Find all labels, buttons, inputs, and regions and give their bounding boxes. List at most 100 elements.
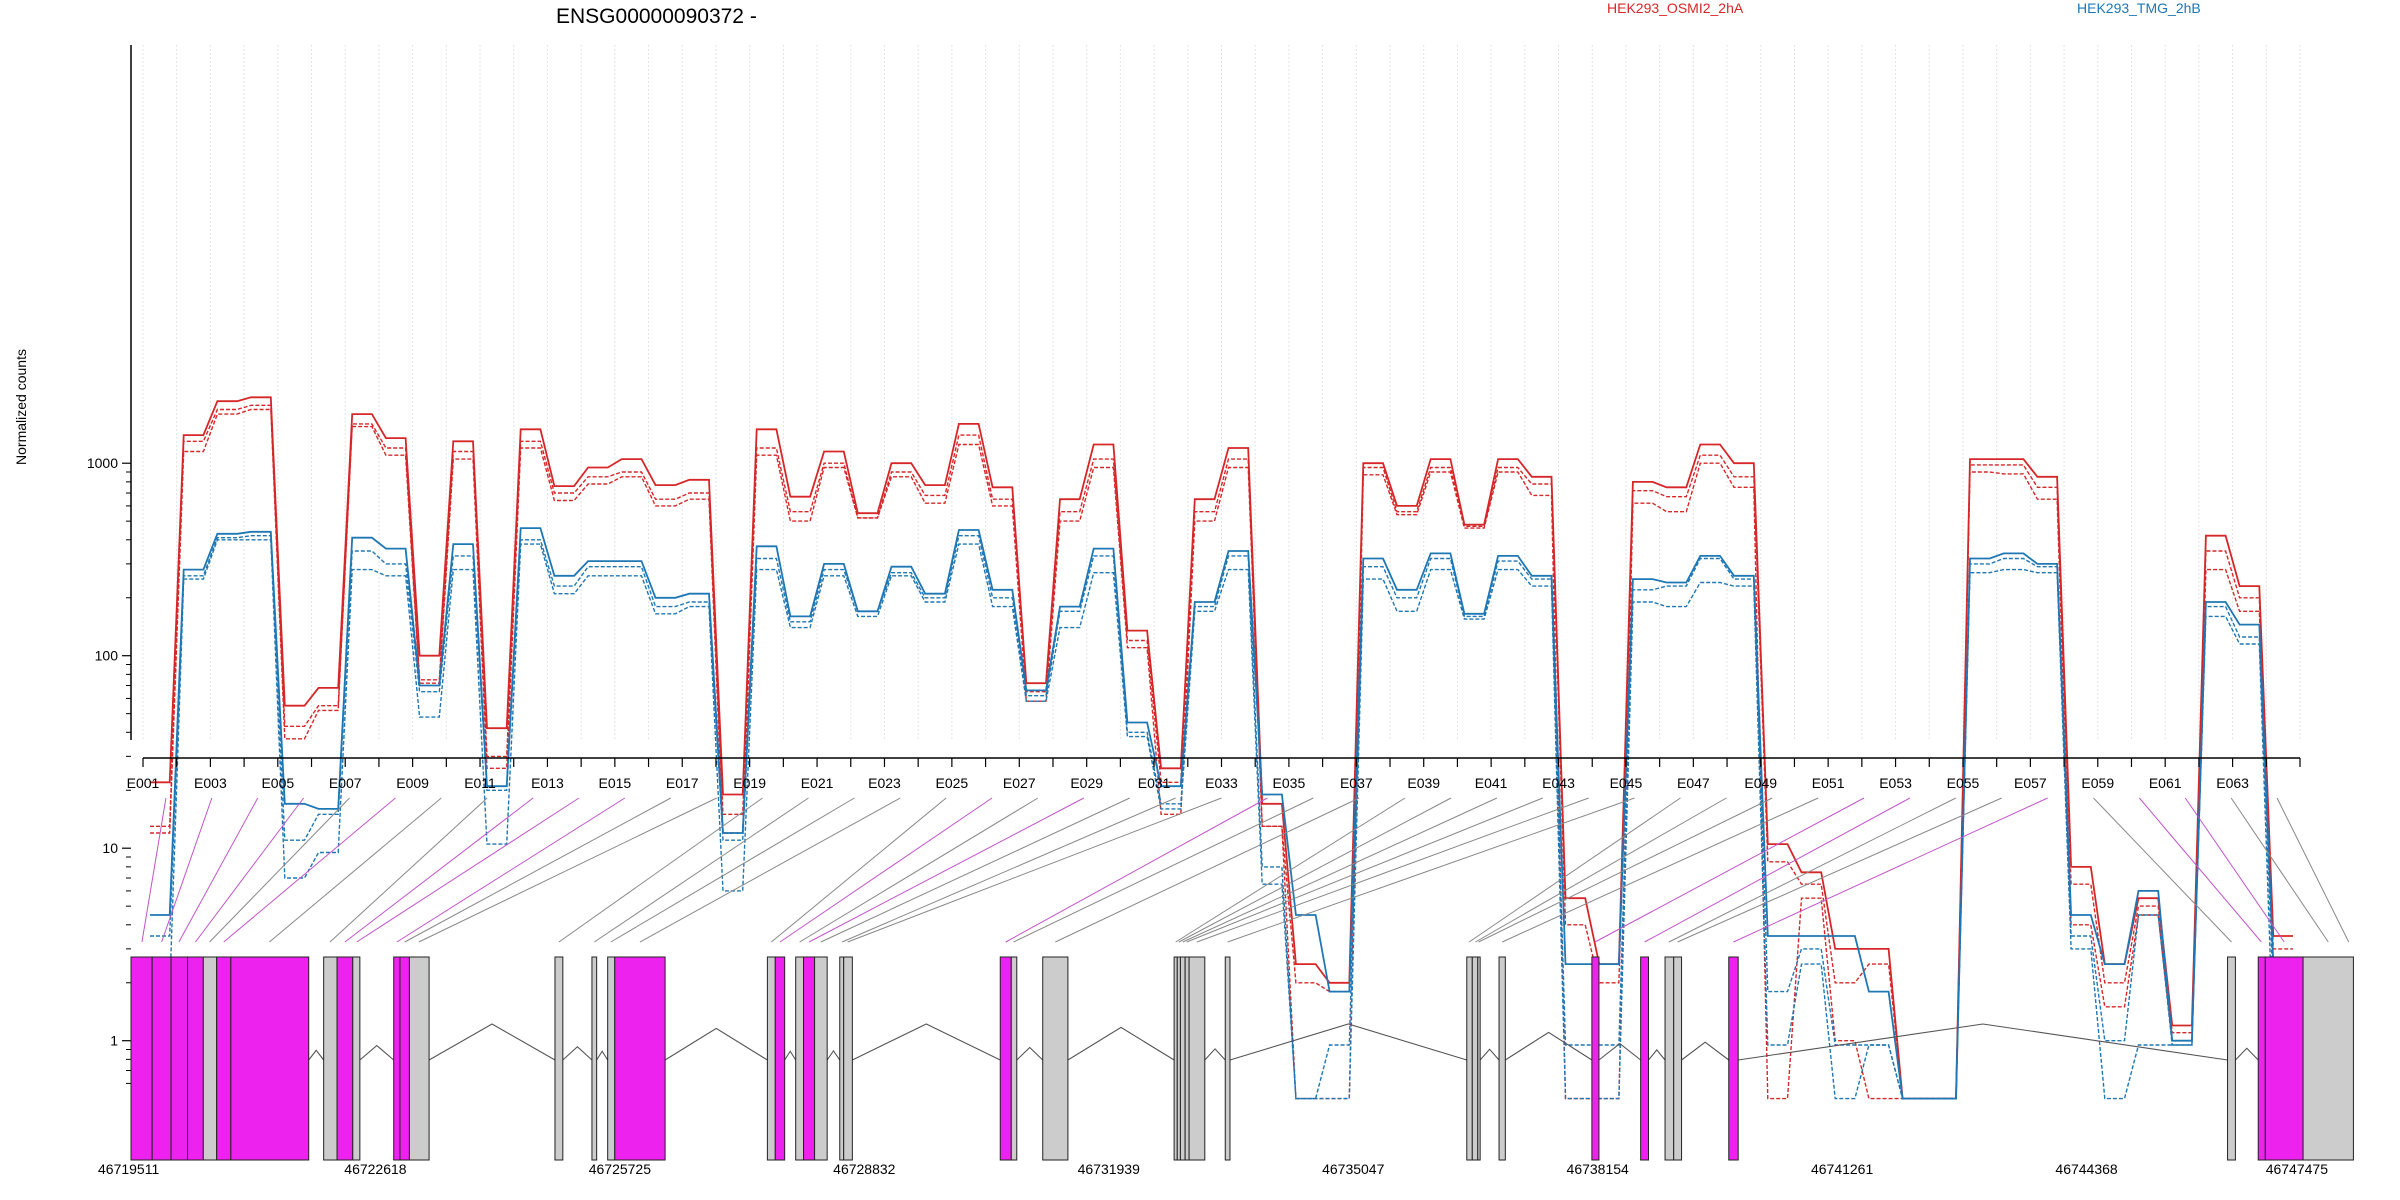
exon-connector-line xyxy=(820,797,1130,943)
series-line-HEK293_TMG_2hB-4 xyxy=(150,535,2293,1100)
exon-label: E015 xyxy=(598,775,631,791)
exon-block-highlighted xyxy=(151,956,172,1161)
exon-connector-line xyxy=(329,797,488,943)
exon-block-highlighted xyxy=(2264,956,2304,1161)
exon-block xyxy=(1664,956,1675,1161)
exon-connector-line xyxy=(1478,797,1773,943)
intron-line xyxy=(2235,1047,2259,1061)
exon-label: E013 xyxy=(531,775,564,791)
exon-label: E045 xyxy=(1610,775,1643,791)
exon-block-highlighted xyxy=(1591,956,1600,1161)
legend-entry-tmg: HEK293_TMG_2hB xyxy=(2077,0,2201,16)
exon-block xyxy=(202,956,218,1161)
exon-label: E055 xyxy=(1947,775,1980,791)
exon-block-highlighted xyxy=(614,956,666,1161)
exon-block-highlighted xyxy=(999,956,1012,1161)
exon-label: E059 xyxy=(2081,775,2114,791)
exon-label: E009 xyxy=(396,775,429,791)
exon-label: E027 xyxy=(1003,775,1036,791)
intron-line xyxy=(1648,1048,1666,1061)
exon-label: E011 xyxy=(464,775,496,791)
intron-line xyxy=(1229,1023,1467,1061)
genomic-coordinate-label: 46719511 xyxy=(98,1161,159,1177)
exon-block xyxy=(352,956,361,1161)
intron-line xyxy=(1598,1042,1641,1061)
exon-label: E017 xyxy=(666,775,699,791)
exon-label: E041 xyxy=(1475,775,1508,791)
exon-connector-line xyxy=(161,797,213,943)
exon-block-highlighted xyxy=(336,956,354,1161)
genomic-coordinate-label: 46725725 xyxy=(589,1161,652,1177)
exon-block xyxy=(839,956,845,1161)
exon-connector-line xyxy=(1186,797,1543,943)
exon-connector-line xyxy=(209,797,350,943)
genomic-coordinate-label: 46728832 xyxy=(833,1161,896,1177)
exon-block xyxy=(591,956,598,1161)
exon-connector-line xyxy=(141,797,167,943)
exon-label: E057 xyxy=(2014,775,2047,791)
legend-entry-osmi2: HEK293_OSMI2_2hA xyxy=(1607,0,1744,16)
exon-connector-line xyxy=(1644,797,1911,943)
exon-connector-line xyxy=(770,797,947,943)
exon-block xyxy=(607,956,616,1161)
exon-connector-line xyxy=(2276,797,2350,943)
exon-connector-line xyxy=(1677,797,2002,943)
exon-label: E035 xyxy=(1273,775,1306,791)
exon-connector-line xyxy=(841,797,1176,943)
exon-label: E049 xyxy=(1744,775,1777,791)
exon-label: E051 xyxy=(1812,775,1845,791)
exon-label: E053 xyxy=(1879,775,1912,791)
exon-label: E021 xyxy=(801,775,834,791)
intron-line xyxy=(852,1023,1001,1061)
exon-connector-line xyxy=(847,797,1222,943)
chart-title: ENSG00000090372 - xyxy=(556,5,757,28)
exon-block xyxy=(1188,956,1206,1161)
gene-model xyxy=(130,956,2354,1161)
exon-block-highlighted xyxy=(1640,956,1650,1161)
exon-connector-line xyxy=(1182,797,1498,943)
exon-label: E061 xyxy=(2149,775,2182,791)
exon-connector-line xyxy=(418,797,717,943)
exon-connector-line xyxy=(356,797,580,943)
exon-label: E037 xyxy=(1340,775,1373,791)
exon-label: E023 xyxy=(868,775,901,791)
exon-block-highlighted xyxy=(230,956,310,1161)
exon-connector-line xyxy=(1013,797,1314,943)
exon-connector-line xyxy=(2184,797,2285,943)
exon-block xyxy=(1498,956,1506,1161)
y-axis-label: Normalized counts xyxy=(13,349,29,465)
exon-block xyxy=(1224,956,1231,1161)
genomic-coordinate-label: 46741261 xyxy=(1811,1161,1874,1177)
exon-connector-line xyxy=(2230,797,2329,943)
exon-block-highlighted xyxy=(187,956,204,1161)
intron-line xyxy=(1479,1048,1500,1061)
exon-block-highlighted xyxy=(774,956,786,1161)
exon-block xyxy=(1466,956,1473,1161)
exon-connector-line xyxy=(2093,797,2232,943)
series-line-HEK293_TMG_2hB-5 xyxy=(150,539,2293,1100)
exon-connector-line xyxy=(799,797,1039,943)
exon-connector-line xyxy=(1594,797,1865,943)
exon-connector-line xyxy=(178,797,259,943)
exon-label: E031 xyxy=(1138,775,1171,791)
y-tick-label: 1 xyxy=(110,1033,118,1049)
intron-line xyxy=(562,1045,593,1061)
exon-block xyxy=(814,956,828,1161)
exon-label: E033 xyxy=(1205,775,1238,791)
genomic-coordinate-label: 46747475 xyxy=(2266,1161,2329,1177)
exon-gridlines xyxy=(142,45,2301,740)
exon-connector-line xyxy=(269,797,442,943)
exon-connector-line xyxy=(344,797,534,943)
exon-block-highlighted xyxy=(170,956,189,1161)
exon-block xyxy=(1471,956,1479,1161)
intron-line xyxy=(1738,1023,2228,1061)
intron-line xyxy=(1505,1031,1593,1061)
exon-block xyxy=(843,956,853,1161)
exon-connector-line xyxy=(610,797,855,943)
exon-label: E025 xyxy=(936,775,969,791)
exon-block-highlighted xyxy=(399,956,410,1161)
series-layer xyxy=(150,396,2293,1100)
genomic-coordinate-label: 46738154 xyxy=(1567,1161,1630,1177)
exon-block xyxy=(323,956,338,1161)
